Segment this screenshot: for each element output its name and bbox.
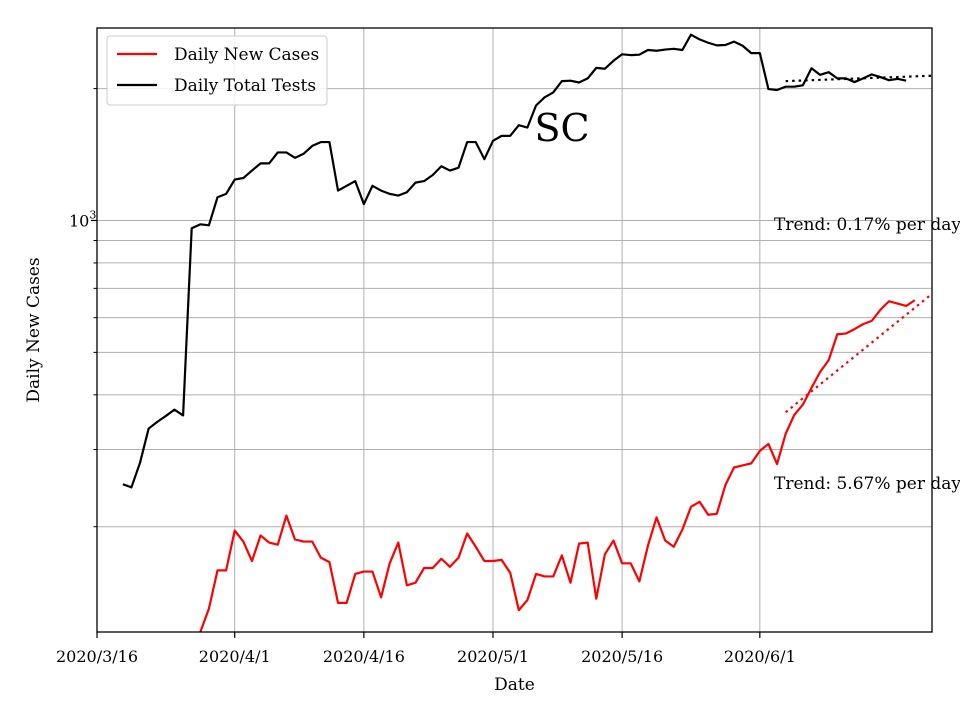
trend-annotation-cases: Trend: 5.67% per day — [774, 474, 960, 494]
legend-label-cases: Daily New Cases — [174, 45, 319, 65]
chart-title: SC — [534, 106, 589, 150]
y-ticks: 103 — [69, 88, 97, 528]
trend-line-tests — [785, 74, 933, 83]
series-line-daily-total-tests — [122, 33, 907, 489]
x-tick-label: 2020/6/1 — [724, 647, 796, 666]
legend-box — [106, 35, 328, 106]
trend-annotation-tests: Trend: 0.17% per day — [774, 215, 960, 235]
y-tick-label: 103 — [69, 208, 96, 230]
grid — [96, 28, 932, 632]
x-ticks: 2020/3/16 2020/4/1 2020/4/16 2020/5/1 2020/5… — [56, 632, 796, 666]
plot-frame — [96, 27, 933, 633]
x-tick-label: 2020/3/16 — [56, 647, 138, 666]
trend-layer — [784, 74, 933, 414]
x-tick-label: 2020/4/1 — [199, 647, 271, 666]
series-layer — [122, 33, 916, 632]
x-tick-label: 2020/4/16 — [323, 647, 405, 666]
legend: Daily New Cases Daily Total Tests — [106, 35, 328, 106]
x-axis-label: Date — [494, 675, 535, 695]
x-tick-label: 2020/5/1 — [457, 647, 529, 666]
y-axis-label: Daily New Cases — [24, 257, 44, 402]
trend-line-cases — [784, 293, 933, 414]
legend-label-tests: Daily Total Tests — [174, 76, 316, 96]
x-tick-label: 2020/5/16 — [581, 647, 663, 666]
series-line-daily-new-cases — [199, 299, 916, 632]
